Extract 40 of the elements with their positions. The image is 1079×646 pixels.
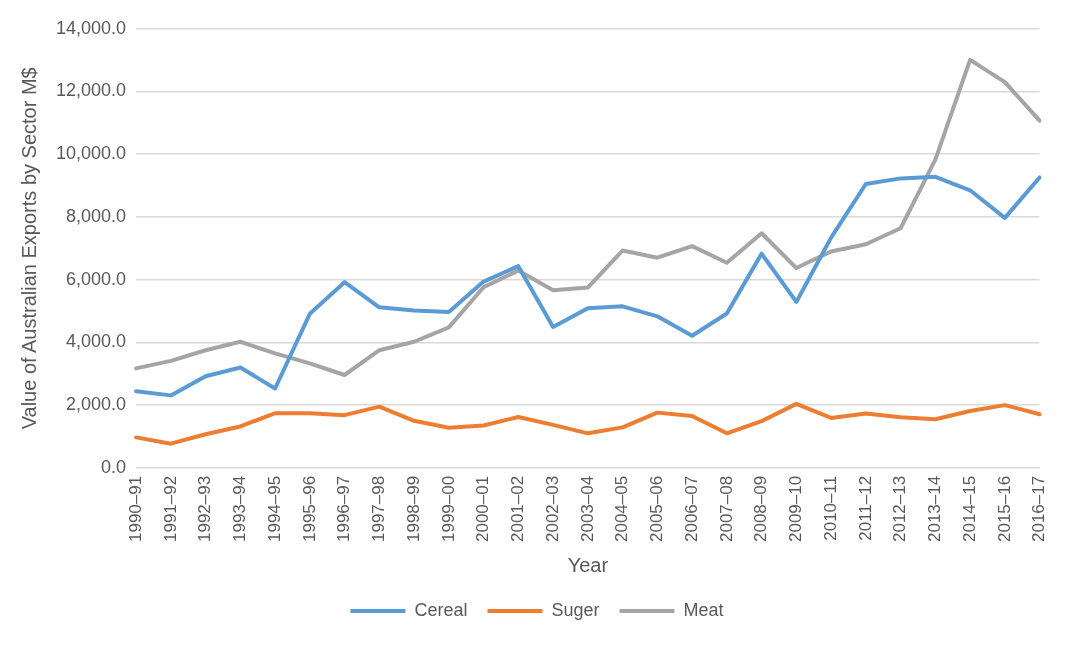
x-tick-label: 2012–13 [890,475,910,543]
x-axis-title: Year [567,553,609,576]
x-tick-label: 1997–98 [369,475,389,543]
x-tick-label: 2001–02 [508,475,528,543]
x-tick-label: 2006–07 [681,475,701,543]
legend-label: Cereal [414,599,468,620]
x-tick-label: 1995–96 [299,475,319,543]
x-tick-label: 2002–03 [542,475,562,543]
x-tick-label: 2000–01 [473,475,493,543]
x-tick-label: 2010–11 [820,475,840,541]
x-tick-label: 1992–93 [195,475,215,543]
y-tick-label: 10,000.0 [55,143,127,164]
x-tick-label: 2008–09 [751,475,771,543]
legend-label: Meat [683,599,724,620]
x-tick-label: 1999–00 [438,475,458,543]
x-tick-label: 2014–15 [959,475,979,543]
y-tick-label: 4,000.0 [66,331,127,352]
x-tick-label: 2011–12 [855,475,875,541]
x-tick-label: 2004–05 [612,475,632,543]
x-tick-label: 2015–16 [994,475,1014,543]
x-tick-label: 1991–92 [160,475,180,543]
x-tick-label: 2013–14 [925,475,945,543]
x-tick-label: 1996–97 [334,475,354,543]
x-tick-label: 1994–95 [264,475,284,543]
x-tick-label: 2009–10 [786,475,806,543]
y-tick-label: 12,000.0 [55,80,127,101]
x-tick-label: 2005–06 [647,475,667,543]
x-tick-label: 2007–08 [716,475,736,543]
x-tick-label: 1990–91 [125,475,145,543]
y-tick-label: 6,000.0 [66,268,127,289]
legend-label: Suger [551,599,600,620]
y-axis-title: Value of Australian Exports by Sector M$ [17,67,40,430]
y-tick-label: 8,000.0 [66,205,127,226]
y-tick-label: 0.0 [101,456,127,477]
x-tick-label: 1998–99 [403,475,423,543]
x-tick-label: 2003–04 [577,475,597,543]
x-tick-label: 2016–17 [1029,475,1049,543]
y-tick-label: 2,000.0 [66,394,127,415]
y-tick-label: 14,000.0 [55,17,127,38]
x-tick-label: 1993–94 [230,475,250,543]
